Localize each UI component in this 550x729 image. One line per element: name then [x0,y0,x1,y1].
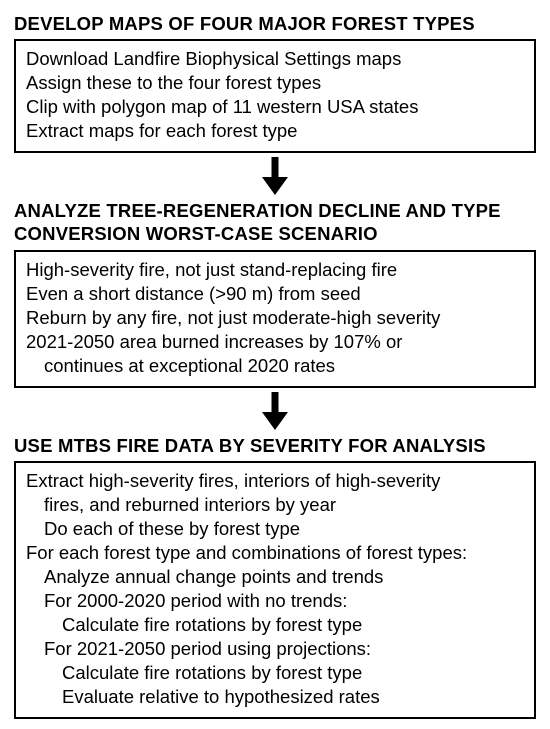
box3-line-6: For 2000-2020 period with no trends: [26,589,524,613]
box3-line-3: Do each of these by forest type [26,517,524,541]
box1-line-4: Extract maps for each forest type [26,119,524,143]
section-box-3: Extract high-severity fires, interiors o… [14,461,536,719]
section-title-3: USE MTBS FIRE DATA BY SEVERITY FOR ANALY… [14,434,536,457]
box3-line-5: Analyze annual change points and trends [26,565,524,589]
box2-line-3: Reburn by any fire, not just moderate-hi… [26,306,524,330]
box2-line-2: Even a short distance (>90 m) from seed [26,282,524,306]
box2-line-5: continues at exceptional 2020 rates [26,354,524,378]
box1-line-2: Assign these to the four forest types [26,71,524,95]
section-title-1: DEVELOP MAPS OF FOUR MAJOR FOREST TYPES [14,12,536,35]
box3-line-7: Calculate fire rotations by forest type [26,613,524,637]
arrow-2-wrap [14,392,536,430]
section-box-1: Download Landfire Biophysical Settings m… [14,39,536,153]
box3-line-8: For 2021-2050 period using projections: [26,637,524,661]
box3-line-9: Calculate fire rotations by forest type [26,661,524,685]
box2-line-1: High-severity fire, not just stand-repla… [26,258,524,282]
box2-line-4: 2021-2050 area burned increases by 107% … [26,330,524,354]
box3-line-10: Evaluate relative to hypothesized rates [26,685,524,709]
box1-line-1: Download Landfire Biophysical Settings m… [26,47,524,71]
section-title-2: ANALYZE TREE-REGENERATION DECLINE AND TY… [14,199,536,245]
box3-line-1: Extract high-severity fires, interiors o… [26,469,524,493]
box3-line-2: fires, and reburned interiors by year [26,493,524,517]
arrow-1-wrap [14,157,536,195]
box3-line-4: For each forest type and combinations of… [26,541,524,565]
flowchart-page: DEVELOP MAPS OF FOUR MAJOR FOREST TYPES … [0,0,550,729]
arrow-down-icon [260,157,290,195]
box1-line-3: Clip with polygon map of 11 western USA … [26,95,524,119]
section-box-2: High-severity fire, not just stand-repla… [14,250,536,388]
arrow-down-icon [260,392,290,430]
